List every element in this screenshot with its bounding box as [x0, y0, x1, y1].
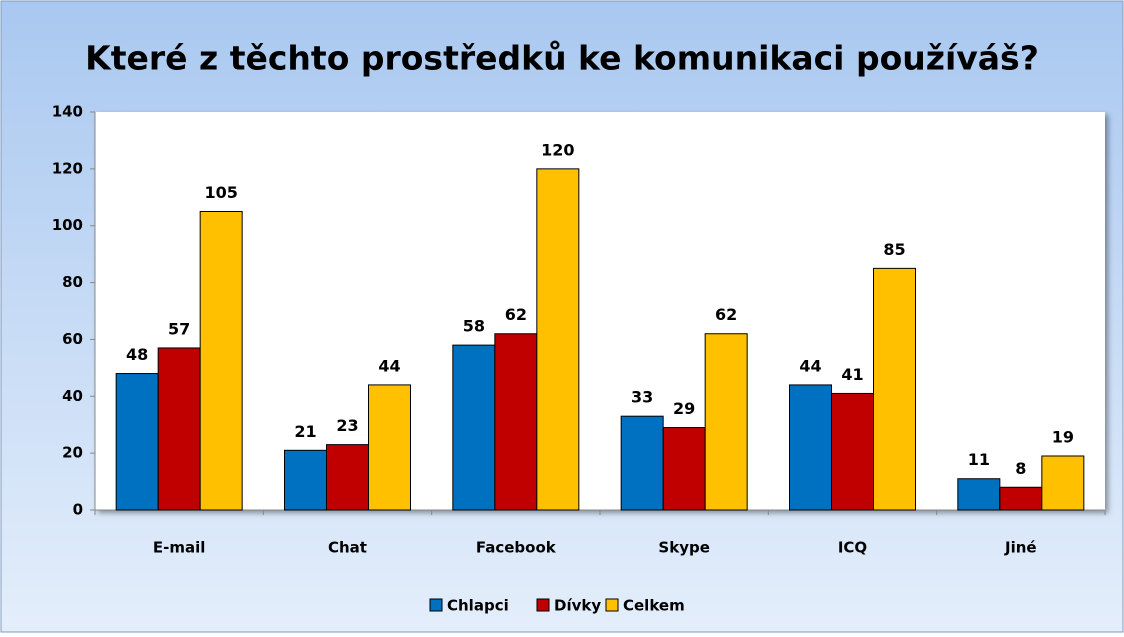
x-tick-label: ICQ: [838, 539, 867, 557]
bar: [704, 333, 748, 511]
legend-label: Chlapci: [447, 597, 509, 615]
data-label: 57: [168, 319, 190, 338]
data-label: 23: [336, 416, 358, 435]
bar: [873, 267, 916, 511]
bar: [199, 211, 243, 511]
bar: [620, 415, 664, 511]
x-tick-label: E-mail: [153, 539, 206, 557]
data-label: 8: [1015, 459, 1026, 478]
y-tick-label: 80: [62, 273, 83, 291]
legend-swatch: [429, 598, 443, 612]
data-label: 44: [799, 356, 821, 375]
x-tick-label: Facebook: [476, 539, 557, 557]
bar: [831, 392, 874, 511]
plot-area: [95, 112, 1105, 510]
data-label: 85: [883, 240, 905, 259]
y-tick-label: 60: [62, 330, 83, 348]
legend-label: Dívky: [554, 597, 601, 615]
bar: [1041, 455, 1085, 511]
bar: [494, 333, 538, 511]
data-label: 41: [841, 365, 863, 384]
bar: [115, 373, 159, 511]
bar: [368, 384, 411, 511]
data-label: 21: [294, 422, 316, 441]
data-label: 44: [378, 356, 400, 375]
y-tick-label: 40: [62, 387, 83, 405]
bar: [326, 444, 369, 511]
data-label: 62: [715, 305, 737, 324]
bar: [284, 449, 327, 511]
legend-label: Celkem: [623, 597, 685, 615]
y-tick-label: 0: [73, 501, 83, 519]
data-label: 62: [505, 305, 527, 324]
chart-title: Které z těchto prostředků ke komunikaci …: [85, 39, 1039, 78]
data-label: 11: [968, 450, 990, 469]
y-tick-label: 100: [52, 216, 83, 234]
data-label: 105: [204, 183, 237, 202]
x-tick-label: Jiné: [1004, 539, 1037, 557]
data-label: 19: [1052, 427, 1074, 446]
bar: [999, 486, 1043, 511]
bar: [957, 478, 1001, 511]
legend-swatch: [536, 598, 550, 612]
data-label: 48: [126, 345, 148, 364]
x-tick-label: Chat: [328, 539, 367, 557]
y-tick-label: 120: [52, 159, 83, 177]
bar: [536, 168, 580, 511]
bar: [157, 347, 201, 511]
bar: [662, 427, 706, 511]
bar: [452, 344, 496, 511]
data-label: 29: [673, 399, 695, 418]
y-tick-label: 20: [62, 444, 83, 462]
legend-swatch: [605, 598, 619, 612]
x-tick-label: Skype: [658, 539, 709, 557]
bar: [789, 384, 832, 511]
data-label: 120: [541, 140, 574, 159]
data-label: 58: [463, 317, 485, 336]
y-tick-label: 140: [52, 103, 83, 121]
data-label: 33: [631, 388, 653, 407]
